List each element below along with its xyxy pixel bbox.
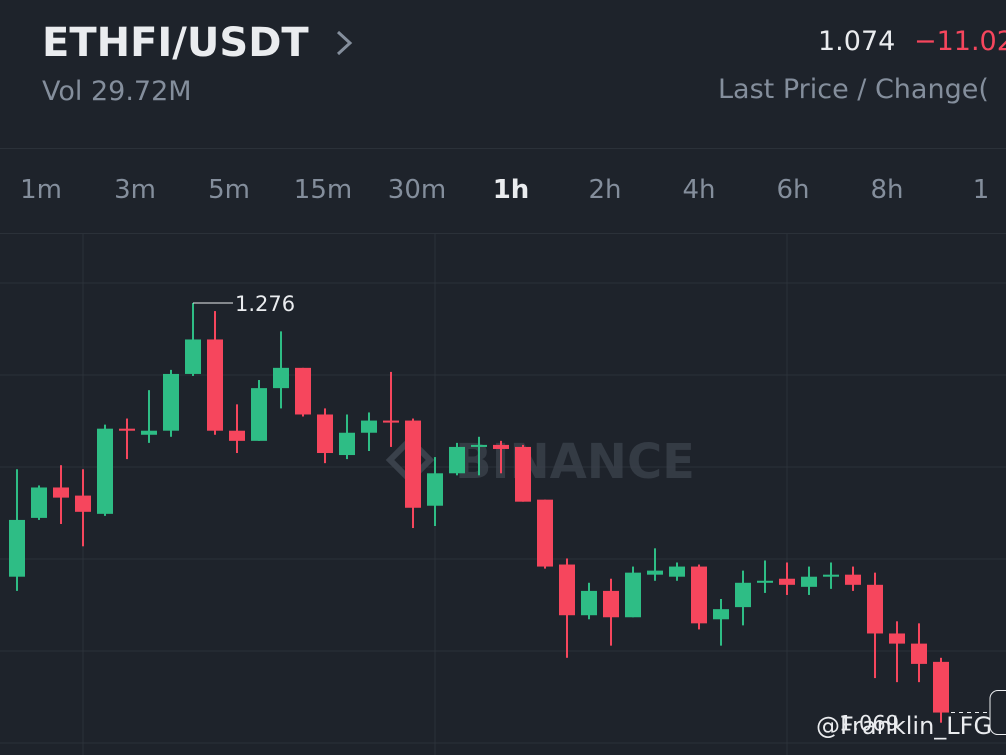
candle-body bbox=[75, 495, 91, 512]
interval-tab[interactable]: 1 bbox=[972, 175, 990, 205]
candle-body bbox=[559, 564, 575, 616]
candle-body bbox=[603, 590, 619, 618]
candle-body bbox=[339, 432, 355, 456]
candle-body bbox=[119, 428, 135, 431]
candle-body bbox=[801, 576, 817, 587]
candle-body bbox=[779, 578, 795, 585]
candle-body bbox=[493, 444, 509, 449]
min-label: 1.069 bbox=[839, 712, 899, 736]
candle-body bbox=[691, 566, 707, 624]
interval-tab[interactable]: 30m bbox=[387, 175, 447, 205]
candle-body bbox=[229, 430, 245, 441]
candle-body bbox=[295, 367, 311, 415]
candle-body bbox=[251, 388, 267, 441]
grid bbox=[0, 233, 1006, 755]
candle-body bbox=[537, 499, 553, 567]
pair-title[interactable]: ETHFI/USDT bbox=[42, 20, 309, 66]
interval-tabs: 1m 3m 5m 15m 30m 1h 2h 4h 6h 8h 1 bbox=[0, 148, 1006, 234]
candle-body bbox=[515, 446, 531, 502]
candle-body bbox=[383, 420, 399, 423]
candle-body bbox=[911, 643, 927, 664]
candle-body bbox=[581, 590, 597, 616]
candle-body bbox=[471, 444, 487, 447]
interval-tab[interactable]: 2h bbox=[588, 175, 622, 205]
candle-body bbox=[669, 566, 685, 577]
max-label: 1.276 bbox=[235, 292, 295, 316]
interval-tab[interactable]: 15m bbox=[293, 175, 353, 205]
candle-body bbox=[9, 519, 25, 577]
candle-body bbox=[141, 430, 157, 435]
candle-body bbox=[163, 373, 179, 431]
candle-body bbox=[427, 473, 443, 506]
watermark: BINANCE bbox=[455, 434, 695, 490]
candle-body bbox=[845, 574, 861, 585]
candle-body bbox=[207, 339, 223, 431]
candle-body bbox=[317, 414, 333, 454]
interval-tab[interactable]: 1m bbox=[20, 175, 62, 205]
volume: Vol 29.72M bbox=[42, 76, 192, 107]
price-change: −11.02 bbox=[914, 26, 1006, 57]
candle-body bbox=[713, 609, 729, 620]
candle-body bbox=[97, 428, 113, 514]
candle-body bbox=[625, 572, 641, 618]
candle-body bbox=[405, 420, 421, 508]
interval-tab[interactable]: 3m bbox=[114, 175, 156, 205]
credit: @Franklin_LFG bbox=[816, 712, 993, 740]
candle-body bbox=[647, 570, 663, 575]
candle-body bbox=[867, 584, 883, 634]
candle-body bbox=[53, 487, 69, 498]
candle-body bbox=[889, 633, 905, 644]
candle-body bbox=[273, 367, 289, 389]
candle-body bbox=[31, 487, 47, 518]
last-price: 1.074 bbox=[818, 26, 896, 57]
last-price-tag bbox=[989, 690, 1006, 736]
candle-body bbox=[823, 574, 839, 577]
candle-body bbox=[185, 339, 201, 374]
candle-body bbox=[449, 446, 465, 474]
interval-tab[interactable]: 6h bbox=[776, 175, 810, 205]
interval-tab[interactable]: 5m bbox=[208, 175, 250, 205]
interval-tab[interactable]: 1h bbox=[492, 175, 530, 205]
interval-tab[interactable]: 8h bbox=[870, 175, 904, 205]
interval-tab[interactable]: 4h bbox=[682, 175, 716, 205]
candle-body bbox=[735, 582, 751, 608]
candle-body bbox=[757, 580, 773, 583]
candle-body bbox=[361, 420, 377, 433]
candle-body bbox=[933, 661, 949, 713]
price-caption: Last Price / Change( bbox=[718, 74, 989, 105]
